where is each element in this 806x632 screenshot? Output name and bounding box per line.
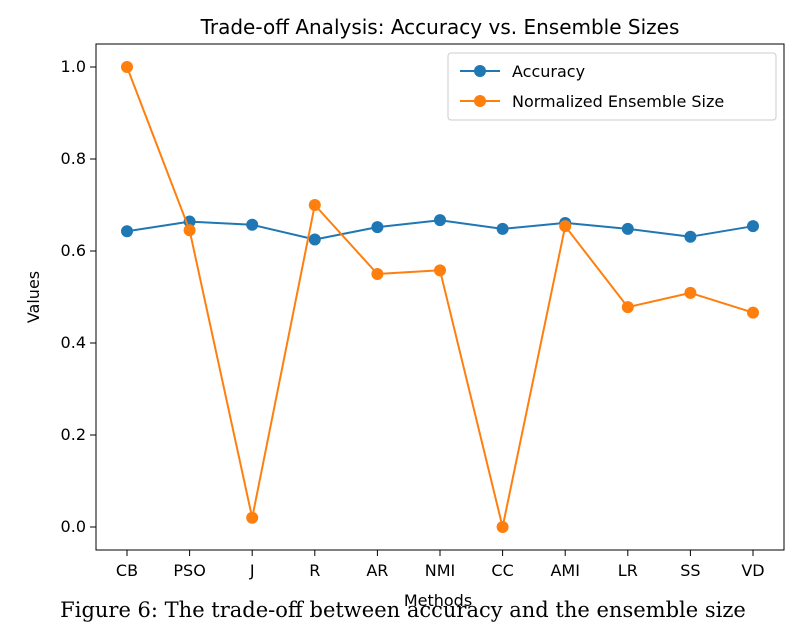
y-axis: 0.0 0.2 0.4 0.6 0.8 1.0 [61, 57, 96, 536]
x-axis-label: Methods [404, 591, 472, 610]
x-tick-label: J [249, 561, 255, 580]
y-tick-label: 0.0 [61, 517, 86, 536]
legend-label-ensemble-size: Normalized Ensemble Size [512, 92, 724, 111]
series-layer [121, 61, 759, 533]
y-tick-label: 0.6 [61, 241, 86, 260]
data-point-accuracy [308, 233, 321, 246]
data-point-ensemble-size [371, 268, 384, 280]
legend-box [447, 52, 777, 121]
data-point-ensemble-size [747, 306, 759, 319]
data-point-accuracy [246, 218, 259, 231]
data-point-ensemble-size [684, 286, 697, 299]
x-tick-label: R [309, 561, 320, 580]
x-axis: CB PSO J R AR NMI CC AMI LR SS VD [116, 550, 765, 580]
x-tick-label: PSO [173, 561, 205, 580]
data-point-ensemble-size [559, 220, 572, 233]
data-point-ensemble-size [121, 61, 133, 73]
x-tick-label: SS [680, 561, 700, 580]
y-axis-label: Values [24, 271, 43, 323]
x-tick-label: CB [116, 561, 138, 580]
legend-marker-accuracy [474, 65, 486, 77]
x-tick-label: VD [741, 561, 764, 580]
x-tick-label: AMI [550, 561, 579, 580]
data-point-accuracy [684, 230, 697, 243]
y-tick-label: 0.4 [61, 333, 86, 352]
data-point-ensemble-size [434, 264, 446, 277]
x-tick-label: NMI [425, 561, 456, 580]
x-tick-label: AR [366, 561, 388, 580]
data-point-accuracy [434, 214, 446, 227]
legend: Accuracy Normalized Ensemble Size [447, 52, 777, 121]
series-line-ensemble-size [126, 66, 754, 528]
x-tick-label: CC [491, 561, 513, 580]
data-point-ensemble-size [246, 511, 259, 524]
y-tick-label: 1.0 [61, 57, 86, 76]
data-point-accuracy [121, 225, 133, 238]
figure-caption: Figure 6: The trade-off between accuracy… [60, 598, 746, 622]
data-point-ensemble-size [308, 199, 321, 211]
data-point-ensemble-size [621, 301, 634, 314]
x-tick-label: LR [618, 561, 638, 580]
legend-label-accuracy: Accuracy [512, 62, 585, 81]
data-point-accuracy [747, 220, 759, 233]
data-point-accuracy [371, 221, 384, 234]
chart-title: Trade-off Analysis: Accuracy vs. Ensembl… [200, 15, 680, 39]
y-tick-label: 0.2 [61, 425, 86, 444]
data-point-ensemble-size [183, 224, 196, 237]
legend-marker-ensemble-size [474, 95, 486, 107]
data-point-ensemble-size [496, 521, 509, 533]
data-point-accuracy [621, 222, 634, 235]
data-point-accuracy [496, 222, 509, 235]
y-tick-label: 0.8 [61, 149, 86, 168]
